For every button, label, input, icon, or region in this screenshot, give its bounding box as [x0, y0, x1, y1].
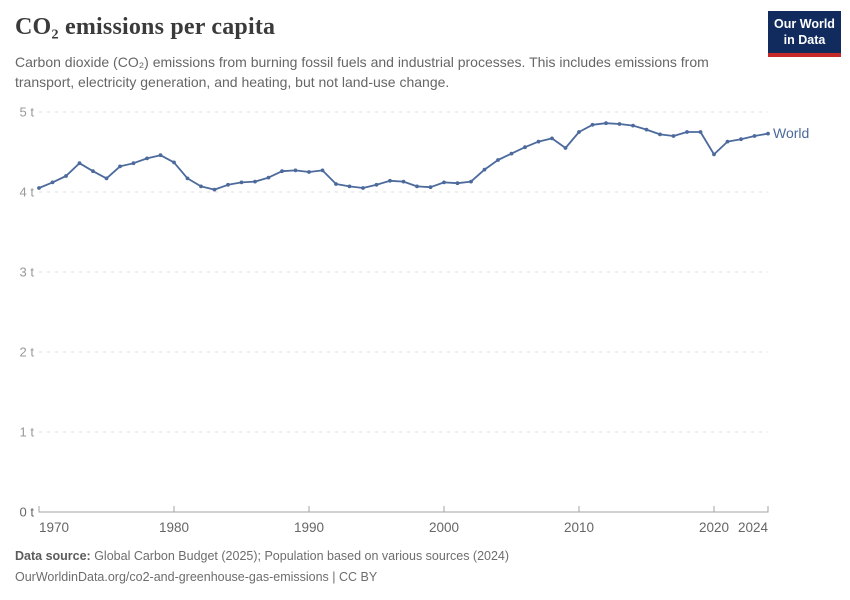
- data-point[interactable]: [671, 134, 676, 138]
- data-point[interactable]: [442, 180, 446, 185]
- data-point[interactable]: [212, 187, 217, 192]
- data-point[interactable]: [482, 167, 487, 172]
- chart-title: CO₂ emissions per capita: [15, 14, 276, 40]
- y-tick-label: 5 t: [20, 105, 35, 120]
- data-point[interactable]: [752, 134, 757, 138]
- data-point[interactable]: [104, 176, 109, 181]
- data-point[interactable]: [563, 146, 568, 150]
- data-point[interactable]: [631, 123, 635, 128]
- data-point[interactable]: [118, 164, 122, 169]
- data-point[interactable]: [334, 182, 338, 186]
- data-point[interactable]: [509, 151, 514, 156]
- x-tick-label: 2024: [738, 520, 769, 535]
- data-point[interactable]: [64, 174, 68, 178]
- data-point[interactable]: [550, 136, 554, 141]
- chart-subtitle-line1: Carbon dioxide (CO₂) emissions from burn…: [15, 54, 709, 70]
- data-point[interactable]: [239, 180, 244, 185]
- citation-line[interactable]: OurWorldinData.org/co2-and-greenhouse-ga…: [15, 570, 378, 585]
- owid-logo-line2: in Data: [783, 33, 826, 48]
- data-point[interactable]: [523, 145, 527, 150]
- data-point[interactable]: [536, 139, 541, 144]
- y-tick-label: 4 t: [20, 185, 35, 200]
- chart-subtitle: Carbon dioxide (CO₂) emissions from burn…: [15, 52, 709, 93]
- data-point[interactable]: [185, 176, 190, 181]
- x-tick-label: 1970: [39, 520, 69, 535]
- x-axis-line: [38, 506, 769, 513]
- y-tick-label: 1 t: [20, 425, 35, 440]
- data-point[interactable]: [401, 179, 406, 184]
- data-point[interactable]: [698, 130, 703, 134]
- y-tick-label: 3 t: [20, 265, 35, 280]
- data-point[interactable]: [617, 122, 622, 126]
- data-point[interactable]: [577, 130, 581, 134]
- data-source-line: Data source: Global Carbon Budget (2025)…: [15, 546, 509, 567]
- data-point[interactable]: [725, 139, 730, 144]
- data-point[interactable]: [50, 180, 55, 185]
- data-point[interactable]: [131, 161, 136, 166]
- owid-logo-line1: Our World: [774, 17, 835, 31]
- data-point[interactable]: [455, 181, 460, 186]
- data-point[interactable]: [293, 168, 298, 173]
- data-point[interactable]: [91, 169, 95, 174]
- data-point[interactable]: [415, 184, 419, 189]
- owid-logo[interactable]: Our World in Data: [768, 11, 841, 57]
- data-point[interactable]: [199, 184, 203, 189]
- data-point[interactable]: [604, 121, 608, 126]
- data-point[interactable]: [739, 137, 743, 142]
- data-point[interactable]: [685, 130, 689, 134]
- x-tick-label: 1980: [159, 520, 189, 535]
- data-point[interactable]: [388, 178, 392, 183]
- data-point[interactable]: [253, 179, 257, 184]
- data-point[interactable]: [172, 160, 176, 165]
- data-point[interactable]: [226, 182, 230, 187]
- y-tick-label: 0 t: [20, 505, 35, 520]
- data-point[interactable]: [158, 153, 163, 158]
- data-point[interactable]: [590, 122, 595, 127]
- data-point[interactable]: [77, 161, 82, 166]
- line-chart-canvas: 0 t 1 t 2 t 3 t 4 t 5 t 1970 1980 1990 2000 2010 20…: [20, 105, 810, 536]
- chart-footer: Data source: Global Carbon Budget (2025)…: [15, 546, 509, 589]
- data-point[interactable]: [347, 184, 352, 189]
- data-point[interactable]: [307, 170, 311, 174]
- data-point[interactable]: [374, 182, 379, 187]
- data-point[interactable]: [266, 175, 271, 180]
- data-point[interactable]: [712, 152, 716, 157]
- data-point[interactable]: [145, 156, 149, 161]
- y-tick-label: 2 t: [20, 345, 35, 360]
- data-point[interactable]: [361, 186, 365, 190]
- data-source-label: Data source:: [15, 549, 91, 563]
- x-tick-label: 2000: [429, 520, 459, 535]
- data-point[interactable]: [469, 179, 473, 184]
- data-point[interactable]: [658, 132, 662, 137]
- data-point[interactable]: [428, 185, 433, 190]
- data-point[interactable]: [320, 168, 325, 173]
- data-point[interactable]: [37, 186, 41, 190]
- data-point[interactable]: [496, 158, 500, 162]
- data-point[interactable]: [644, 127, 649, 132]
- data-source-text: Global Carbon Budget (2025); Population …: [90, 549, 510, 563]
- data-point[interactable]: [766, 131, 770, 136]
- data-point[interactable]: [280, 169, 284, 174]
- x-tick-label: 1990: [294, 520, 324, 535]
- series-label-world[interactable]: World: [773, 125, 809, 141]
- x-tick-label: 2010: [564, 520, 594, 535]
- x-tick-label: 2020: [699, 520, 729, 535]
- chart-subtitle-line2: transport, electricity generation, and h…: [15, 74, 450, 91]
